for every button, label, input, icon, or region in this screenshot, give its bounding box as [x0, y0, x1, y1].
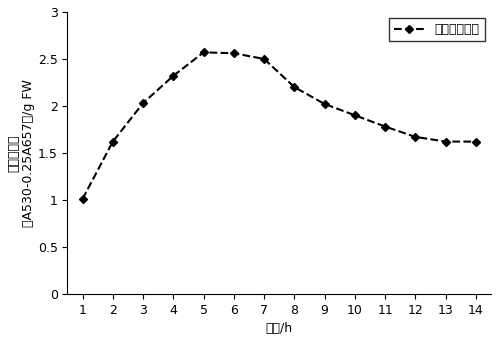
花色素苷含量 — [382, 124, 388, 129]
花色素苷含量 — [110, 140, 116, 144]
花色素苷含量 — [473, 140, 479, 144]
花色素苷含量 — [201, 50, 207, 54]
Line: 花色素苷含量: 花色素苷含量 — [80, 50, 479, 202]
花色素苷含量 — [352, 113, 358, 117]
花色素苷含量 — [291, 85, 297, 89]
花色素苷含量 — [80, 197, 86, 201]
花色素苷含量 — [412, 135, 418, 139]
花色素苷含量 — [443, 140, 449, 144]
花色素苷含量 — [170, 74, 176, 78]
花色素苷含量 — [140, 101, 146, 105]
X-axis label: 时间/h: 时间/h — [266, 322, 293, 335]
花色素苷含量 — [261, 57, 267, 61]
Legend: 花色素苷含量: 花色素苷含量 — [388, 18, 485, 41]
花色素苷含量 — [322, 102, 328, 106]
花色素苷含量 — [231, 51, 237, 55]
Y-axis label: 花色素含量
（A530-0.25A657）/g FW: 花色素含量 （A530-0.25A657）/g FW — [7, 79, 35, 227]
